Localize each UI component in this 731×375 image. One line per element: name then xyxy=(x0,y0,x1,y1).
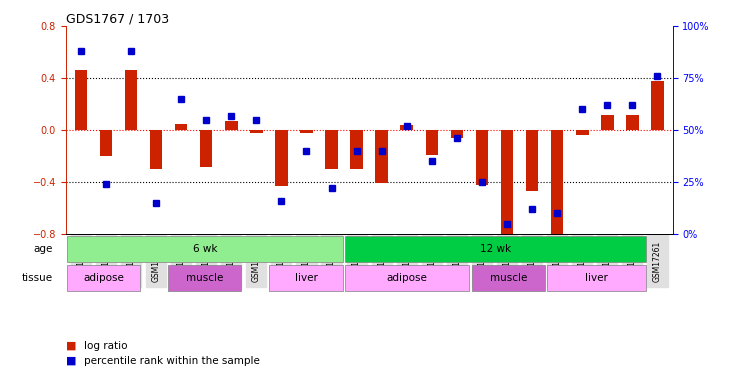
Bar xyxy=(225,121,238,130)
Text: ■: ■ xyxy=(66,341,76,351)
Bar xyxy=(275,130,288,186)
FancyBboxPatch shape xyxy=(67,265,140,291)
Text: muscle: muscle xyxy=(186,273,224,283)
Bar xyxy=(476,130,488,185)
Text: liver: liver xyxy=(295,273,317,283)
Bar xyxy=(99,130,112,156)
Bar xyxy=(150,130,162,169)
Bar xyxy=(125,70,137,130)
Bar xyxy=(300,130,313,133)
Text: log ratio: log ratio xyxy=(84,341,128,351)
Bar xyxy=(450,130,463,138)
Bar xyxy=(651,81,664,130)
FancyBboxPatch shape xyxy=(345,265,469,291)
Bar xyxy=(401,125,413,130)
Text: adipose: adipose xyxy=(387,273,428,283)
Text: liver: liver xyxy=(586,273,608,283)
Bar xyxy=(75,70,87,130)
Text: muscle: muscle xyxy=(490,273,527,283)
FancyBboxPatch shape xyxy=(548,265,646,291)
Bar xyxy=(501,130,513,237)
Bar xyxy=(526,130,539,191)
FancyBboxPatch shape xyxy=(168,265,241,291)
Text: tissue: tissue xyxy=(22,273,53,283)
Bar xyxy=(325,130,338,169)
Bar xyxy=(376,130,388,183)
Bar xyxy=(576,130,588,135)
Text: percentile rank within the sample: percentile rank within the sample xyxy=(84,356,260,366)
Text: GDS1767 / 1703: GDS1767 / 1703 xyxy=(66,12,169,25)
FancyBboxPatch shape xyxy=(471,265,545,291)
Bar xyxy=(200,130,213,166)
Bar xyxy=(626,115,639,130)
Bar xyxy=(551,130,564,237)
Text: 6 wk: 6 wk xyxy=(192,244,217,254)
FancyBboxPatch shape xyxy=(67,236,343,262)
Text: 12 wk: 12 wk xyxy=(480,244,511,254)
Bar xyxy=(175,124,187,130)
Bar xyxy=(425,130,438,155)
Text: ■: ■ xyxy=(66,356,76,366)
FancyBboxPatch shape xyxy=(345,236,646,262)
Text: adipose: adipose xyxy=(83,273,124,283)
Bar xyxy=(601,115,613,130)
Bar xyxy=(250,130,262,133)
Bar xyxy=(350,130,363,169)
Text: age: age xyxy=(34,244,53,254)
FancyBboxPatch shape xyxy=(269,265,343,291)
